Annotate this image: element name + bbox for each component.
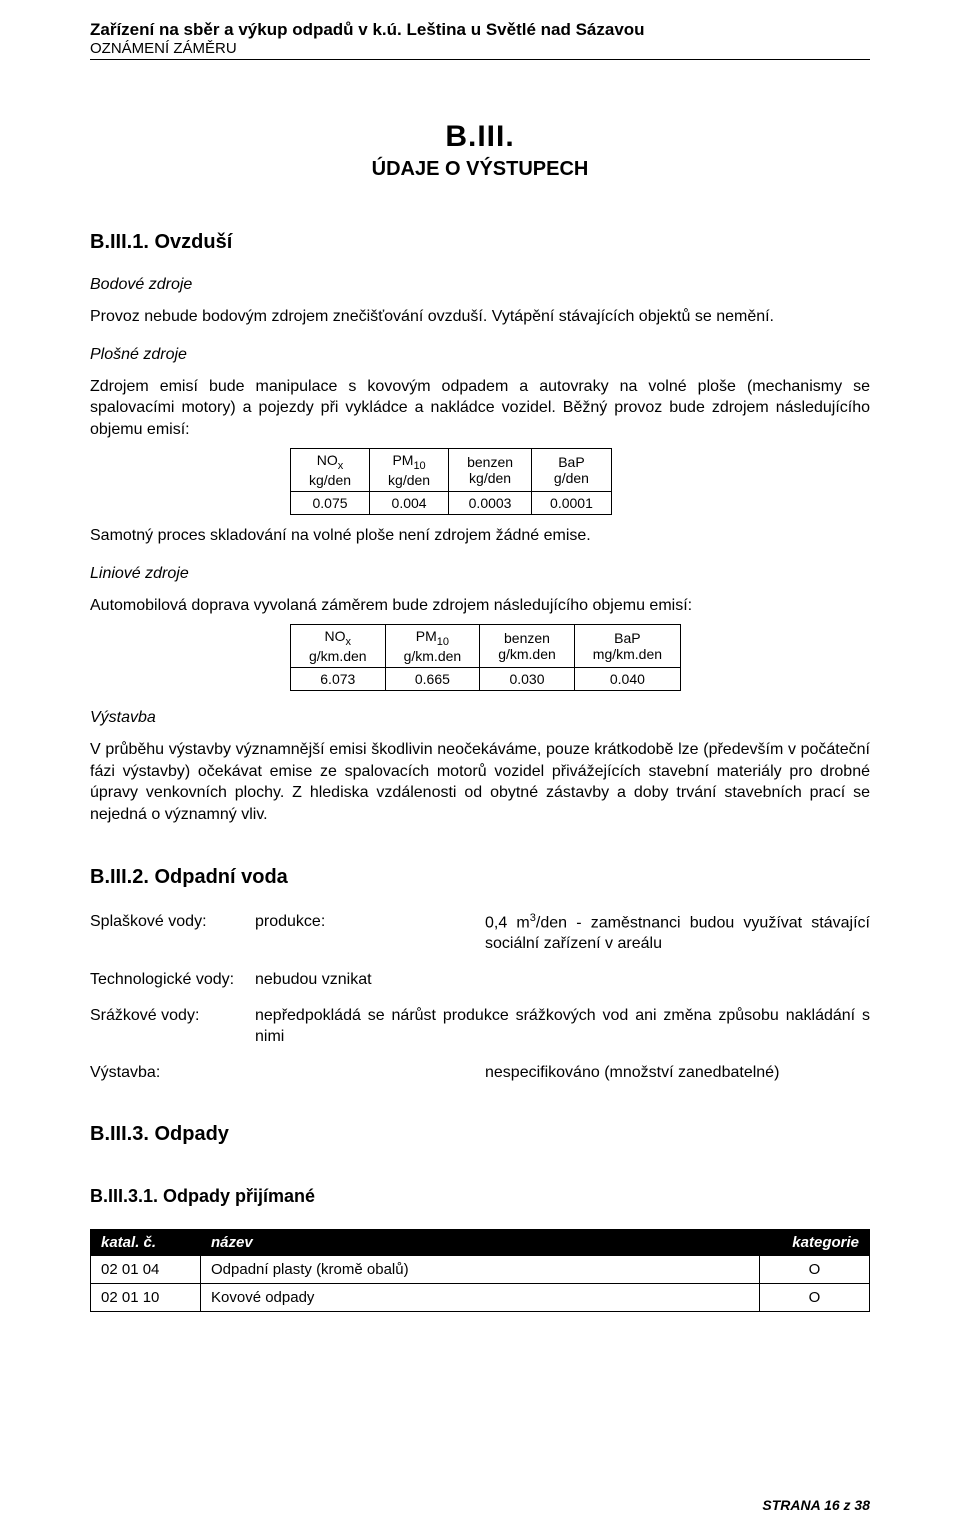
water-desc: nespecifikováno (množství zanedbatelné) [485,1062,870,1084]
emis-value: 0.0003 [449,492,532,515]
waste-cell: O [760,1284,870,1312]
water-row-tech: Technologické vody: nebudou vznikat [90,969,870,991]
water-desc: 0,4 m3/den - zaměstnanci budou využívat … [485,911,870,956]
waste-col-kategorie: kategorie [760,1230,870,1256]
emis-header: BaPg/den [532,449,612,492]
water-label: Srážkové vody: [90,1005,255,1048]
emis-value: 0.0001 [532,492,612,515]
section-b3-3-1-heading: B.III.3.1. Odpady přijímané [90,1186,870,1207]
header-title: Zařízení na sběr a výkup odpadů v k.ú. L… [90,20,870,40]
emis-value: 0.665 [385,668,480,691]
plosne-heading: Plošné zdroje [90,346,870,364]
emis-header: BaPmg/km.den [574,625,680,668]
page-footer: STRANA 16 z 38 [762,1497,870,1513]
vystavba-heading: Výstavba [90,709,870,727]
liniove-text: Automobilová doprava vyvolaná záměrem bu… [90,595,870,617]
water-row-vystavba: Výstavba: nespecifikováno (množství zane… [90,1062,870,1084]
water-label: Splaškové vody: [90,911,255,956]
water-spacer [255,1062,485,1084]
waste-table: katal. č. název kategorie 02 01 04 Odpad… [90,1229,870,1312]
plosne-text-1: Zdrojem emisí bude manipulace s kovovým … [90,376,870,441]
emis-value: 0.040 [574,668,680,691]
waste-cell: Kovové odpady [201,1284,760,1312]
waste-row: 02 01 10 Kovové odpady O [91,1284,870,1312]
water-desc: nepředpokládá se nárůst produkce srážkov… [255,1005,870,1048]
bodove-heading: Bodové zdroje [90,276,870,294]
section-b3-1-heading: B.III.1. Ovzduší [90,231,870,254]
emis-header: benzenkg/den [449,449,532,492]
waste-col-katal: katal. č. [91,1230,201,1256]
emis-header: NOxg/km.den [291,625,386,668]
emis-value: 0.075 [291,492,370,515]
waste-cell: Odpadní plasty (kromě obalů) [201,1256,760,1284]
emissions-table-1: NOxkg/denPM10kg/denbenzenkg/denBaPg/den … [290,448,612,515]
page-header: Zařízení na sběr a výkup odpadů v k.ú. L… [90,20,870,60]
emis-value: 0.004 [370,492,449,515]
waste-cell: 02 01 04 [91,1256,201,1284]
emis-header: NOxkg/den [291,449,370,492]
waste-cell: 02 01 10 [91,1284,201,1312]
plosne-text-2: Samotný proces skladování na volné ploše… [90,525,870,547]
waste-col-nazev: název [201,1230,760,1256]
water-label: Výstavba: [90,1062,255,1084]
water-row-splaskove: Splaškové vody: produkce: 0,4 m3/den - z… [90,911,870,956]
section-b3-2-heading: B.III.2. Odpadní voda [90,866,870,889]
emissions-table-2: NOxg/km.denPM10g/km.denbenzeng/km.denBaP… [290,624,681,691]
water-row-sraz: Srážkové vody: nepředpokládá se nárůst p… [90,1005,870,1048]
emis-value: 6.073 [291,668,386,691]
water-prod: produkce: [255,911,485,956]
header-subtitle: OZNÁMENÍ ZÁMĚRU [90,40,870,57]
emis-value: 0.030 [480,668,575,691]
emis-header: PM10kg/den [370,449,449,492]
emis-header: PM10g/km.den [385,625,480,668]
water-label: Technologické vody: [90,969,255,991]
main-title: B.III. [90,120,870,154]
bodove-text: Provoz nebude bodovým zdrojem znečišťová… [90,306,870,328]
emis-header: benzeng/km.den [480,625,575,668]
water-desc: nebudou vznikat [255,969,870,991]
vystavba-text: V průběhu výstavby významnější emisi ško… [90,739,870,825]
liniove-heading: Liniové zdroje [90,565,870,583]
section-b3-3-heading: B.III.3. Odpady [90,1123,870,1146]
waste-cell: O [760,1256,870,1284]
main-subtitle: ÚDAJE O VÝSTUPECH [90,158,870,181]
waste-row: 02 01 04 Odpadní plasty (kromě obalů) O [91,1256,870,1284]
